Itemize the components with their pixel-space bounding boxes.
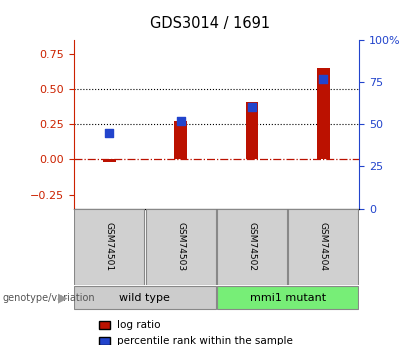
Bar bbox=[174, 121, 187, 159]
Text: ▶: ▶ bbox=[58, 291, 68, 304]
Text: log ratio: log ratio bbox=[117, 321, 160, 331]
Text: genotype/variation: genotype/variation bbox=[2, 293, 95, 303]
Bar bbox=[146, 209, 215, 285]
Bar bbox=[246, 102, 258, 159]
Text: mmi1 mutant: mmi1 mutant bbox=[249, 293, 326, 303]
Bar bbox=[217, 209, 287, 285]
Bar bbox=[74, 209, 144, 285]
Point bbox=[106, 130, 113, 135]
Bar bbox=[103, 159, 116, 162]
Text: GSM74501: GSM74501 bbox=[105, 222, 114, 271]
Text: percentile rank within the sample: percentile rank within the sample bbox=[117, 336, 293, 345]
Text: wild type: wild type bbox=[119, 293, 171, 303]
Bar bbox=[317, 68, 330, 159]
Text: GSM74502: GSM74502 bbox=[247, 222, 257, 271]
Text: GSM74503: GSM74503 bbox=[176, 222, 185, 271]
Point bbox=[249, 105, 255, 110]
Bar bbox=[74, 286, 215, 309]
Text: GSM74504: GSM74504 bbox=[319, 222, 328, 271]
Bar bbox=[289, 209, 358, 285]
Point bbox=[177, 118, 184, 124]
Bar bbox=[217, 286, 358, 309]
Point bbox=[320, 76, 327, 81]
Text: GDS3014 / 1691: GDS3014 / 1691 bbox=[150, 16, 270, 30]
